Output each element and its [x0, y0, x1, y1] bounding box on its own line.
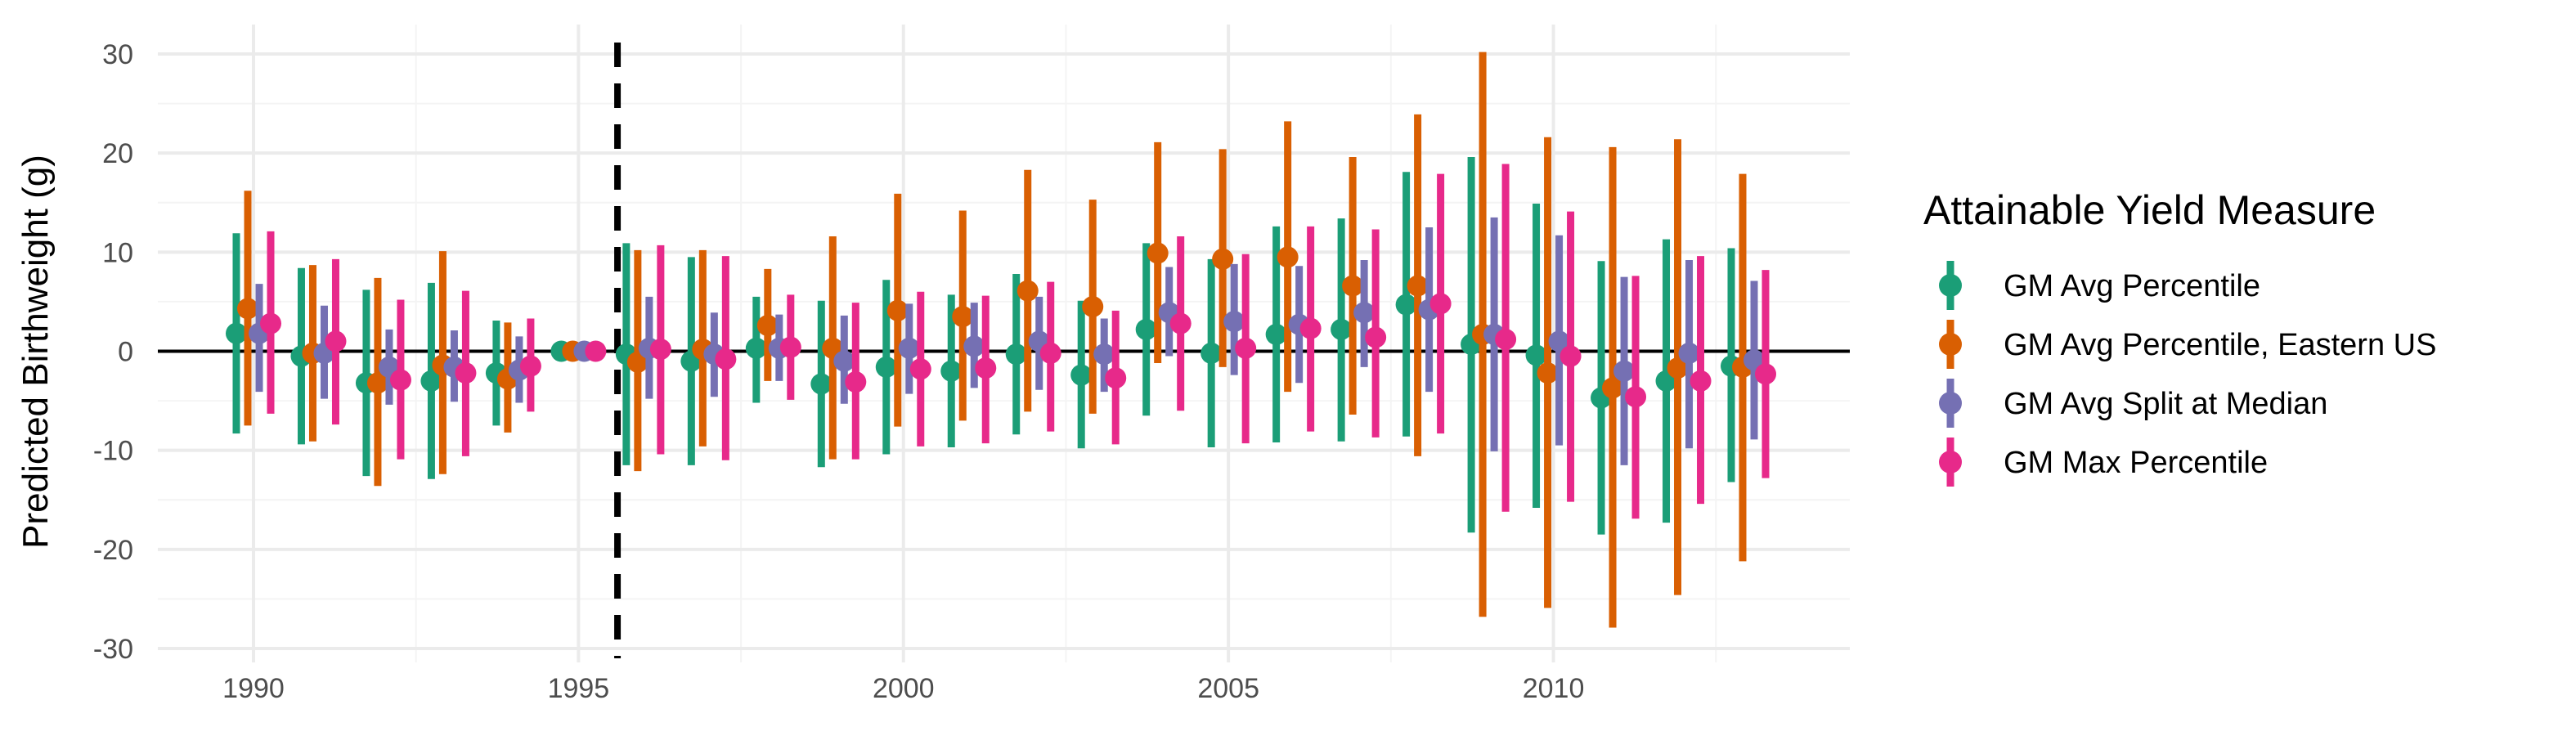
data-point [845, 371, 867, 393]
data-point [585, 340, 607, 362]
y-tick-label: 20 [102, 138, 133, 169]
data-point [1169, 312, 1192, 334]
data-point [1407, 275, 1429, 297]
data-point [875, 356, 897, 378]
data-point [1277, 246, 1299, 268]
data-point [1147, 242, 1169, 264]
data-point [1223, 311, 1245, 333]
y-tick-label: 0 [118, 337, 133, 368]
legend-item: GM Avg Split at Median [1939, 379, 2327, 428]
data-point [886, 299, 909, 321]
data-point [833, 350, 855, 372]
data-point [1365, 326, 1387, 348]
data-point [1082, 295, 1104, 317]
data-point [1602, 377, 1624, 399]
data-point [1537, 362, 1559, 384]
data-point [745, 337, 767, 359]
data-point [1560, 345, 1582, 367]
data-point [1265, 323, 1287, 345]
data-point [1429, 293, 1452, 315]
legend-item: GM Avg Percentile, Eastern US [1939, 320, 2436, 369]
data-point [519, 355, 541, 377]
data-point [779, 336, 801, 358]
data-point [898, 337, 920, 359]
series-layer [226, 52, 1776, 628]
data-point [1690, 370, 1712, 392]
series-gm-avg-percentile [226, 157, 1742, 535]
data-point [940, 360, 963, 382]
y-tick-label: -30 [93, 634, 133, 665]
x-tick-label: 2005 [1197, 673, 1259, 704]
data-point [649, 339, 671, 361]
data-point [810, 373, 832, 395]
data-point [1613, 360, 1636, 382]
y-axis-title: Predicted Birthweight (g) [16, 155, 56, 549]
data-point [1353, 302, 1376, 324]
data-point [455, 362, 477, 384]
legend-title: Attainable Yield Measure [1923, 187, 2376, 233]
data-point [1039, 342, 1061, 364]
data-point [1678, 342, 1700, 364]
y-tick-label: -20 [93, 535, 133, 566]
data-point [975, 357, 997, 379]
data-point [366, 372, 388, 394]
data-point [237, 298, 258, 320]
data-point [715, 348, 737, 370]
series-gm-max-percentile [260, 164, 1776, 519]
data-point [1625, 386, 1647, 408]
legend-item: GM Max Percentile [1939, 438, 2268, 487]
data-point [1016, 280, 1039, 302]
data-point [1755, 363, 1776, 385]
data-point [1135, 318, 1157, 340]
y-tick-label: -10 [93, 436, 133, 467]
data-point [1299, 317, 1322, 339]
data-point [963, 335, 985, 357]
data-point [1200, 342, 1223, 364]
data-point [325, 330, 347, 352]
data-point [1495, 328, 1517, 350]
legend-label: GM Avg Split at Median [2004, 387, 2327, 421]
x-tick-label: 2000 [873, 673, 935, 704]
data-point [909, 358, 931, 380]
data-point [1070, 364, 1093, 386]
x-tick-label: 2010 [1523, 673, 1585, 704]
data-point [1005, 343, 1027, 366]
series-gm-avg-percentile-eastern-us [237, 52, 1753, 628]
data-point [1548, 330, 1570, 352]
legend-key-point [1939, 274, 1962, 297]
legend-label: GM Avg Percentile, Eastern US [2004, 328, 2436, 362]
legend: Attainable Yield Measure GM Avg Percenti… [1923, 187, 2436, 487]
data-point [1093, 343, 1115, 366]
data-point [1235, 337, 1257, 359]
data-point [389, 369, 411, 391]
data-point [226, 322, 247, 344]
data-point [260, 312, 281, 334]
legend-key-point [1939, 392, 1962, 415]
data-point [1105, 367, 1127, 389]
data-point [1667, 357, 1689, 379]
legend-item: GM Avg Percentile [1939, 261, 2260, 310]
data-point [756, 314, 779, 336]
legend-items: GM Avg Percentile GM Avg Percentile, East… [1939, 261, 2436, 487]
y-tick-label: 10 [102, 237, 133, 268]
legend-label: GM Max Percentile [2004, 446, 2268, 480]
data-point [952, 306, 974, 328]
data-point [420, 370, 442, 392]
data-point [1342, 275, 1364, 297]
x-axis-tick-labels: 1990 1995 2000 2005 2010 [222, 673, 1584, 704]
data-point [1212, 248, 1234, 270]
x-tick-label: 1990 [222, 673, 285, 704]
y-tick-label: 30 [102, 39, 133, 70]
data-point [1525, 344, 1547, 366]
legend-label: GM Avg Percentile [2004, 269, 2260, 303]
legend-key-point [1939, 451, 1962, 473]
data-point [1395, 294, 1417, 316]
y-axis-tick-labels: -30 -20 -10 0 10 20 30 [93, 39, 133, 665]
x-tick-label: 1995 [548, 673, 610, 704]
data-point [1331, 318, 1353, 340]
legend-key-point [1939, 333, 1962, 356]
